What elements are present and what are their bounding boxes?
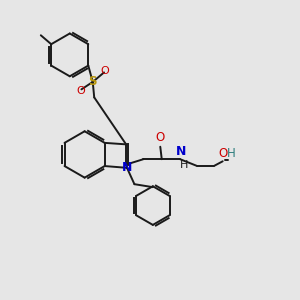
Text: N: N — [122, 161, 132, 174]
Text: H: H — [226, 147, 236, 160]
Text: S: S — [88, 75, 97, 88]
Text: O: O — [76, 85, 85, 96]
Text: O: O — [101, 66, 110, 76]
Text: O: O — [219, 147, 228, 160]
Text: H: H — [180, 160, 188, 170]
Text: N: N — [176, 145, 186, 158]
Text: O: O — [156, 131, 165, 144]
